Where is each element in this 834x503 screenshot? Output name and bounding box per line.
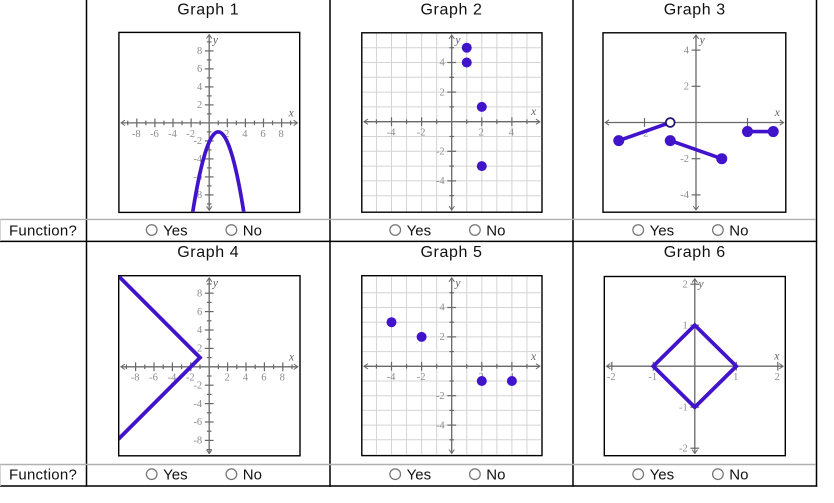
svg-text:-8: -8 <box>132 129 141 140</box>
svg-text:-4: -4 <box>436 420 445 431</box>
svg-text:Graph 5: Graph 5 <box>420 244 482 261</box>
svg-text:6: 6 <box>197 64 202 75</box>
svg-text:Function?: Function? <box>9 467 77 484</box>
svg-text:4: 4 <box>439 58 445 69</box>
svg-text:-4: -4 <box>680 190 689 201</box>
svg-text:y: y <box>212 278 219 290</box>
svg-text:-8: -8 <box>193 190 202 201</box>
svg-text:x: x <box>774 107 781 119</box>
svg-text:No: No <box>243 222 262 239</box>
svg-text:Graph 3: Graph 3 <box>664 2 726 19</box>
svg-text:Graph 2: Graph 2 <box>420 2 482 19</box>
svg-text:-4: -4 <box>436 176 445 187</box>
svg-text:-4: -4 <box>387 372 396 383</box>
svg-text:-1: -1 <box>679 402 688 413</box>
svg-text:4: 4 <box>243 373 249 384</box>
svg-text:y: y <box>454 35 461 47</box>
svg-text:2: 2 <box>224 373 229 384</box>
svg-text:y: y <box>699 35 706 47</box>
svg-text:2: 2 <box>439 87 444 98</box>
svg-text:-2: -2 <box>679 443 688 454</box>
svg-text:6: 6 <box>261 373 266 384</box>
svg-text:y: y <box>454 278 461 290</box>
svg-text:2: 2 <box>197 344 202 355</box>
svg-text:4: 4 <box>197 325 203 336</box>
svg-text:-6: -6 <box>150 129 159 140</box>
svg-text:-4: -4 <box>387 128 396 139</box>
svg-text:-6: -6 <box>149 373 158 384</box>
svg-text:x: x <box>773 351 780 363</box>
svg-text:-1: -1 <box>648 372 657 383</box>
svg-text:1: 1 <box>733 372 738 383</box>
svg-text:-2: -2 <box>640 128 649 139</box>
svg-text:-2: -2 <box>417 128 426 139</box>
svg-text:Function?: Function? <box>9 222 77 239</box>
svg-text:-2: -2 <box>607 372 616 383</box>
svg-text:-4: -4 <box>193 399 202 410</box>
svg-text:-8: -8 <box>193 436 202 447</box>
svg-text:2: 2 <box>683 279 688 290</box>
svg-text:No: No <box>243 466 262 483</box>
svg-text:-2: -2 <box>193 380 202 391</box>
svg-text:2: 2 <box>775 372 780 383</box>
svg-text:No: No <box>729 222 748 239</box>
svg-text:-4: -4 <box>168 129 177 140</box>
svg-text:x: x <box>288 107 295 119</box>
svg-text:6: 6 <box>260 129 265 140</box>
svg-text:8: 8 <box>197 288 202 299</box>
svg-text:Yes: Yes <box>407 222 431 239</box>
svg-text:2: 2 <box>224 129 229 140</box>
svg-text:Graph 4: Graph 4 <box>177 244 239 261</box>
svg-text:2: 2 <box>197 100 202 111</box>
svg-text:-2: -2 <box>436 147 445 158</box>
svg-text:8: 8 <box>280 373 285 384</box>
svg-text:Yes: Yes <box>163 466 187 483</box>
svg-text:No: No <box>729 466 748 483</box>
svg-text:y: y <box>212 34 219 46</box>
svg-text:1: 1 <box>683 320 688 331</box>
svg-text:-2: -2 <box>436 391 445 402</box>
svg-text:x: x <box>288 351 295 363</box>
svg-text:8: 8 <box>278 129 283 140</box>
svg-text:4: 4 <box>197 82 203 93</box>
svg-text:-2: -2 <box>680 154 689 165</box>
svg-text:-6: -6 <box>193 417 202 428</box>
svg-text:-2: -2 <box>186 129 195 140</box>
svg-text:-2: -2 <box>186 373 195 384</box>
svg-text:2: 2 <box>479 128 484 139</box>
svg-text:4: 4 <box>439 303 445 314</box>
svg-text:Graph 6: Graph 6 <box>664 244 726 261</box>
svg-text:Yes: Yes <box>650 466 674 483</box>
svg-text:No: No <box>486 222 505 239</box>
svg-text:-8: -8 <box>131 373 140 384</box>
svg-text:y: y <box>697 278 704 290</box>
svg-text:4: 4 <box>242 129 248 140</box>
svg-text:4: 4 <box>509 128 515 139</box>
svg-text:-4: -4 <box>193 154 202 165</box>
svg-text:2: 2 <box>684 82 689 93</box>
svg-text:-2: -2 <box>417 372 426 383</box>
svg-text:x: x <box>530 106 537 118</box>
svg-text:Graph 1: Graph 1 <box>177 2 239 19</box>
svg-text:4: 4 <box>684 45 690 56</box>
svg-text:-2: -2 <box>193 136 202 147</box>
svg-text:2: 2 <box>439 332 444 343</box>
svg-text:No: No <box>486 466 505 483</box>
svg-text:Yes: Yes <box>163 222 187 239</box>
svg-text:6: 6 <box>197 307 202 318</box>
svg-text:Yes: Yes <box>407 466 431 483</box>
svg-text:x: x <box>530 351 537 363</box>
svg-text:-4: -4 <box>168 373 177 384</box>
svg-text:Yes: Yes <box>650 222 674 239</box>
svg-text:8: 8 <box>197 46 202 57</box>
